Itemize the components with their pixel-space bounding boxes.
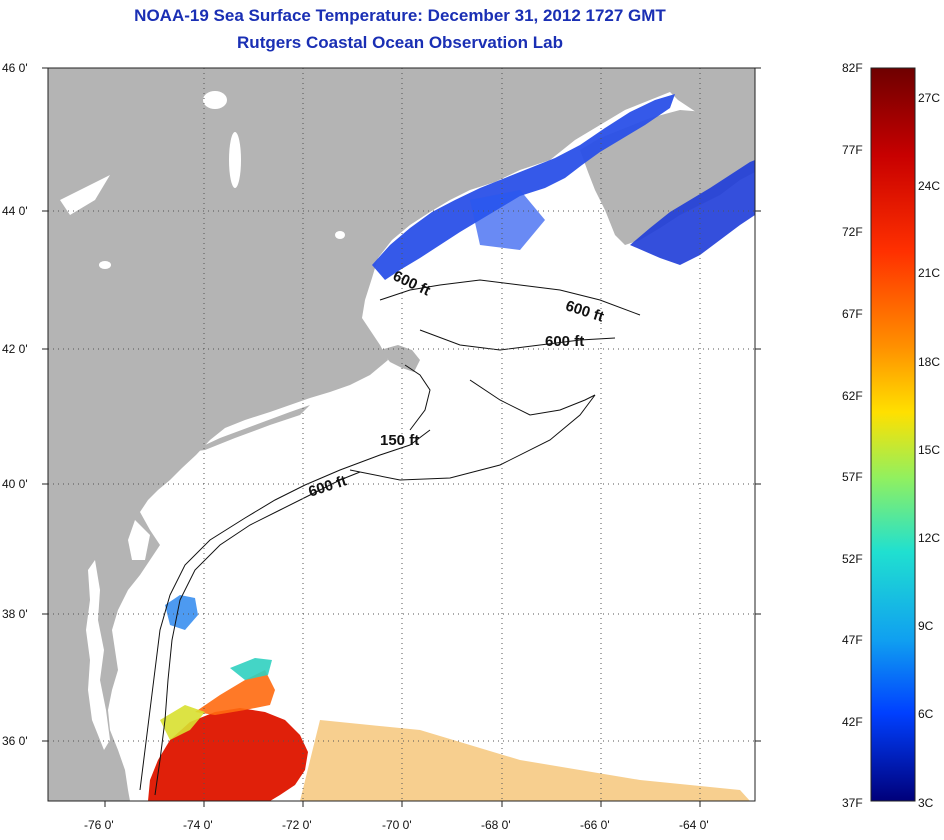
- map-title: NOAA-19 Sea Surface Temperature: Decembe…: [134, 6, 666, 25]
- sst-gulf-stream-red: [148, 708, 308, 801]
- colorbar-c-label: 27C: [918, 91, 941, 105]
- sst-gulf-of-maine: [372, 94, 675, 280]
- colorbar: [870, 67, 916, 802]
- sst-scatter-orange: [300, 720, 750, 801]
- lat-label: 40 0': [2, 477, 28, 491]
- colorbar-f-label: 52F: [842, 552, 863, 566]
- lake: [335, 231, 345, 239]
- sst-coastal-blue: [470, 190, 545, 250]
- delaware-bay: [128, 520, 150, 560]
- lat-label: 36 0': [2, 734, 28, 748]
- colorbar-f-label: 42F: [842, 715, 863, 729]
- map-subtitle: Rutgers Coastal Ocean Observation Lab: [237, 33, 563, 52]
- colorbar-c-label: 9C: [918, 619, 934, 633]
- lake: [99, 261, 111, 269]
- colorbar-f-label: 77F: [842, 143, 863, 157]
- lon-label: -70 0': [382, 818, 412, 832]
- us-land: [48, 68, 755, 801]
- sst-shelf-blue: [165, 595, 198, 630]
- sst-cyan-patch: [230, 658, 272, 680]
- lat-label: 38 0': [2, 607, 28, 621]
- lake: [203, 91, 227, 109]
- colorbar-f-label: 57F: [842, 470, 863, 484]
- sst-scotian-shelf: [630, 160, 755, 265]
- colorbar-c-label: 6C: [918, 707, 934, 721]
- lon-label: -76 0': [84, 818, 114, 832]
- contour-label: 150 ft: [380, 432, 420, 449]
- long-island-land: [190, 405, 310, 452]
- graticule: [48, 68, 755, 801]
- colorbar-f-label: 37F: [842, 796, 863, 810]
- colorbar-c-label: 3C: [918, 796, 934, 810]
- colorbar-f-label: 82F: [842, 61, 863, 75]
- sst-gulf-stream-orange: [195, 670, 275, 715]
- colorbar-c-label: 18C: [918, 355, 941, 369]
- lon-label: -66 0': [580, 818, 610, 832]
- lon-label: -74 0': [183, 818, 213, 832]
- lat-label: 46 0': [2, 61, 28, 75]
- bathymetry-contours: [139, 279, 641, 796]
- colorbar-f-label: 62F: [842, 389, 863, 403]
- lat-label: 42 0': [2, 342, 28, 356]
- contour-label: 600 ft: [545, 333, 585, 350]
- colorbar-c-label: 12C: [918, 531, 941, 545]
- lon-label: -72 0': [282, 818, 312, 832]
- colorbar-c-label: 21C: [918, 266, 941, 280]
- colorbar-f-label: 67F: [842, 307, 863, 321]
- cape-cod-land: [380, 345, 420, 372]
- colorbar-f-label: 47F: [842, 633, 863, 647]
- tick-marks: [42, 67, 761, 807]
- colorbar-f-label: 72F: [842, 225, 863, 239]
- sst-warm-yellow: [160, 705, 205, 740]
- lat-label: 44 0': [2, 204, 28, 218]
- lake: [229, 132, 241, 188]
- lon-label: -68 0': [481, 818, 511, 832]
- colorbar-c-label: 15C: [918, 443, 941, 457]
- lon-label: -64 0': [679, 818, 709, 832]
- chesapeake-bay: [86, 560, 110, 750]
- lake: [60, 175, 110, 215]
- colorbar-c-label: 24C: [918, 179, 941, 193]
